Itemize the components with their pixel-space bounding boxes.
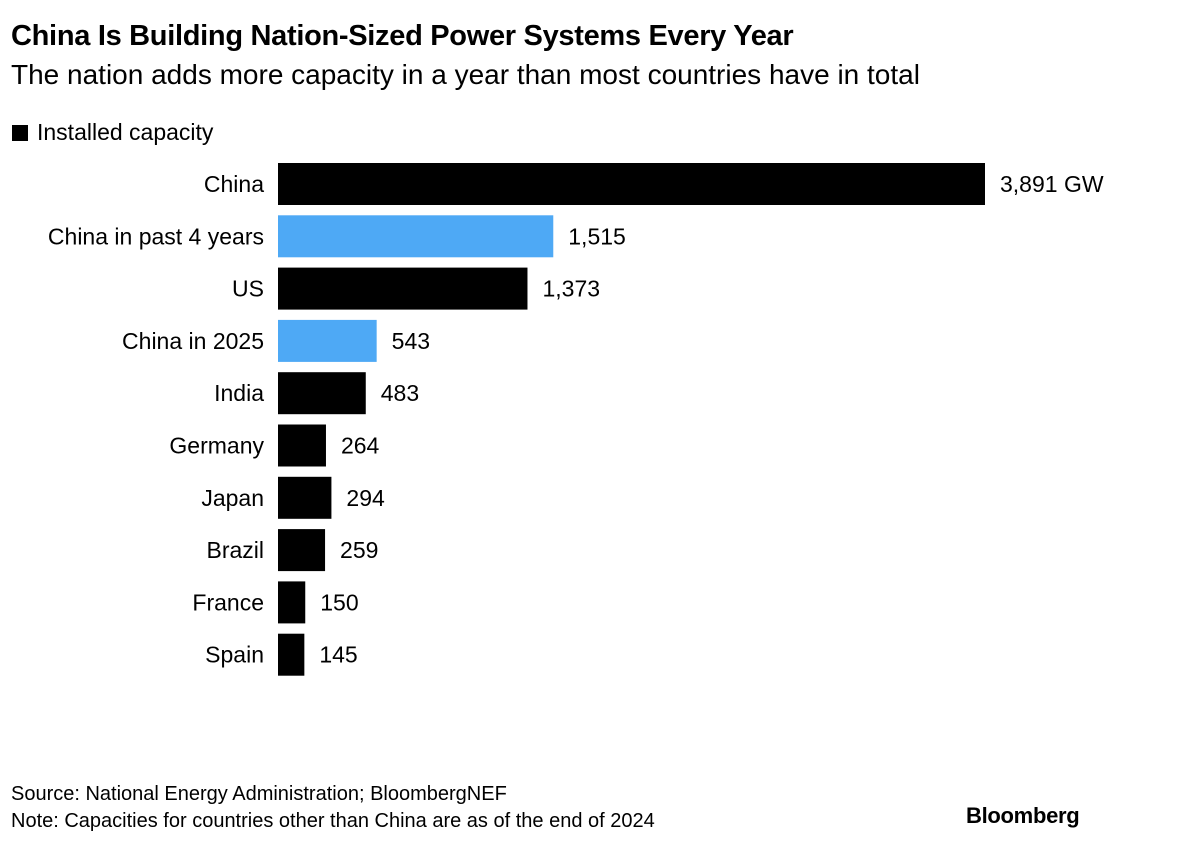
- category-label: France: [192, 589, 264, 615]
- category-label: India: [214, 380, 264, 406]
- category-label: Japan: [201, 485, 264, 511]
- legend-swatch: [12, 124, 28, 141]
- category-label: China in past 4 years: [48, 223, 264, 249]
- footnote: Note: Capacities for countries other tha…: [11, 810, 655, 832]
- bar-row: China in past 4 years 1,515: [48, 215, 626, 258]
- bar-row: US 1,373: [232, 267, 600, 310]
- category-label: Brazil: [206, 537, 264, 563]
- category-label: China: [204, 171, 264, 197]
- bar: [278, 319, 377, 362]
- bar: [278, 529, 326, 572]
- bar-row: China in 2025 543: [122, 319, 430, 362]
- value-label: 1,515: [568, 223, 626, 249]
- bar-row: Germany 264: [169, 424, 380, 467]
- value-label: 294: [346, 485, 385, 511]
- value-label: 3,891 GW: [1000, 171, 1104, 197]
- value-label: 259: [340, 537, 378, 563]
- bar: [278, 372, 366, 415]
- category-label: China in 2025: [122, 328, 264, 354]
- category-label: Spain: [205, 642, 264, 668]
- value-label: 543: [392, 328, 430, 354]
- bar: [278, 267, 528, 310]
- value-label: 264: [341, 433, 380, 459]
- bar-row: Japan 294: [201, 476, 385, 519]
- bar-chart: China 3,891 GW China in past 4 years 1,515 U…: [48, 163, 1104, 676]
- bar: [278, 424, 326, 467]
- bar: [278, 476, 332, 519]
- legend: Installed capacity: [12, 119, 213, 146]
- bar: [278, 215, 554, 258]
- chart-title: China Is Building Nation-Sized Power Sys…: [11, 20, 794, 52]
- bar-row: France 150: [192, 581, 359, 624]
- legend-label: Installed capacity: [37, 119, 214, 145]
- category-label: US: [232, 276, 264, 302]
- category-label: Germany: [169, 433, 264, 459]
- bar-row: Brazil 259: [206, 529, 378, 572]
- bar-row: India 483: [214, 372, 419, 415]
- value-label: 145: [319, 642, 357, 668]
- chart-subtitle: The nation adds more capacity in a year …: [11, 59, 920, 90]
- value-label: 483: [381, 380, 419, 406]
- bar: [278, 581, 306, 624]
- bar: [278, 633, 305, 676]
- bloomberg-logo: Bloomberg: [966, 803, 1080, 828]
- bar-row: Spain 145: [205, 633, 358, 676]
- bar: [278, 163, 985, 205]
- bar-row: China 3,891 GW: [204, 163, 1104, 205]
- source-note: Source: National Energy Administration; …: [11, 783, 507, 805]
- value-label: 1,373: [542, 276, 600, 302]
- value-label: 150: [320, 589, 358, 615]
